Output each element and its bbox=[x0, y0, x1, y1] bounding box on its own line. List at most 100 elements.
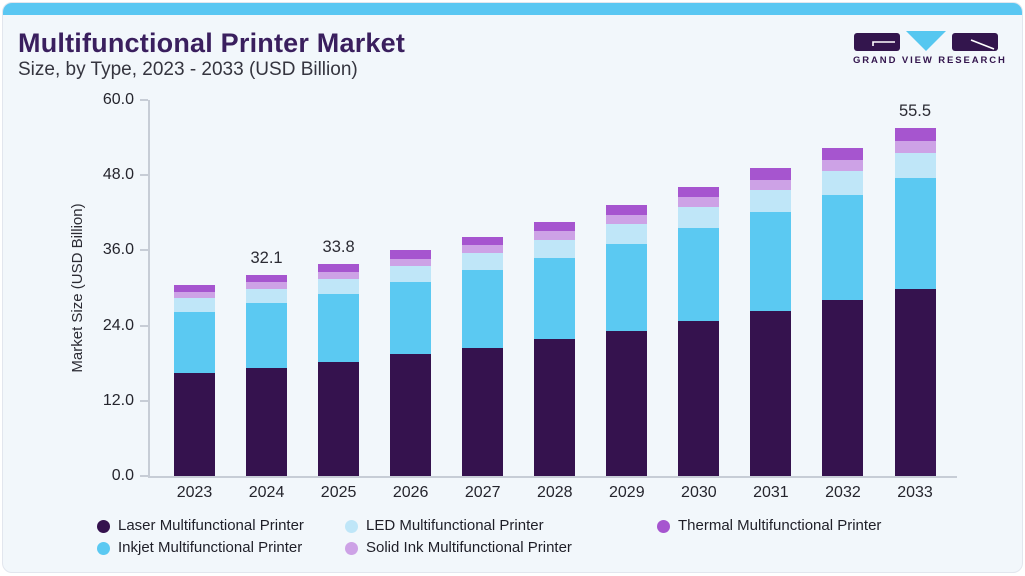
bar-segment-2029 bbox=[606, 224, 648, 244]
bar-segment-2027 bbox=[462, 236, 504, 245]
bar-segment-2026 bbox=[390, 250, 432, 259]
bar-segment-2024 bbox=[246, 288, 288, 304]
bar-segment-2028 bbox=[534, 339, 576, 476]
bar-segment-2024 bbox=[246, 303, 288, 368]
bar-value-label: 33.8 bbox=[322, 238, 355, 257]
grand-view-research-logo: GRAND VIEW RESEARCH bbox=[853, 30, 1007, 66]
y-tick-mark bbox=[140, 475, 148, 477]
y-tick-mark bbox=[140, 324, 148, 327]
legend-item-solid-ink: Solid Ink Multifunctional Printer bbox=[345, 538, 572, 558]
y-tick-label: 36.0 bbox=[102, 241, 134, 259]
solid-ink-legend-dot-icon bbox=[345, 541, 358, 555]
bar-segment-2031 bbox=[750, 190, 792, 213]
legend-label: Solid Ink Multifunctional Printer bbox=[366, 539, 572, 556]
page-title: Multifunctional Printer Market bbox=[18, 28, 406, 58]
legend-label: LED Multifunctional Printer bbox=[366, 517, 544, 534]
bar-segment-2024 bbox=[246, 367, 288, 476]
bar-segment-2026 bbox=[390, 266, 432, 283]
bar-segment-2028 bbox=[534, 239, 576, 258]
bar-segment-2023 bbox=[174, 311, 215, 374]
bar-segment-2029 bbox=[606, 214, 648, 225]
bar-segment-2032 bbox=[822, 171, 864, 195]
bar-value-label: 55.5 bbox=[898, 102, 932, 121]
bar-segment-2030 bbox=[678, 207, 720, 228]
bar-segment-2027 bbox=[462, 347, 504, 476]
bar-segment-2030 bbox=[678, 227, 720, 321]
legend-label: Laser Multifunctional Printer bbox=[118, 517, 304, 534]
x-tick-label: 2032 bbox=[825, 484, 861, 501]
bar-segment-2032 bbox=[822, 194, 864, 300]
bar-segment-2024 bbox=[246, 274, 288, 282]
bar-segment-2027 bbox=[462, 244, 504, 253]
laser-legend-dot-icon bbox=[97, 519, 110, 533]
bar-segment-2032 bbox=[822, 299, 864, 476]
bar-segment-2032 bbox=[822, 160, 864, 172]
bar-segment-2031 bbox=[750, 310, 792, 476]
bar-segment-2028 bbox=[534, 230, 576, 240]
inkjet-legend-dot-icon bbox=[97, 541, 110, 555]
bar-segment-2026 bbox=[390, 354, 432, 476]
y-axis-line bbox=[148, 100, 150, 476]
bar-segment-2023 bbox=[174, 373, 215, 476]
x-tick-label: 2029 bbox=[609, 484, 645, 501]
bar-segment-2025 bbox=[318, 294, 360, 362]
y-tick-label: 12.0 bbox=[102, 391, 134, 409]
bar-segment-2023 bbox=[174, 291, 215, 299]
bar-segment-2029 bbox=[606, 330, 648, 476]
x-tick-label: 2027 bbox=[464, 484, 501, 501]
legend-item-thermal: Thermal Multifunctional Printer bbox=[657, 516, 881, 536]
x-tick-label: 2031 bbox=[753, 484, 789, 501]
bar-segment-2025 bbox=[318, 279, 360, 295]
bar-segment-2031 bbox=[750, 179, 792, 191]
legend-item-inkjet: Inkjet Multifunctional Printer bbox=[97, 538, 302, 558]
bar-segment-2030 bbox=[678, 187, 720, 198]
x-tick-label: 2028 bbox=[536, 484, 573, 501]
bar-segment-2033 bbox=[894, 289, 936, 476]
page-subtitle: Size, by Type, 2023 - 2033 (USD Billion) bbox=[18, 59, 358, 80]
bar-segment-2024 bbox=[246, 281, 288, 289]
y-tick-label: 60.0 bbox=[102, 91, 134, 108]
bar-segment-2033 bbox=[894, 152, 936, 178]
y-tick-label: 48.0 bbox=[102, 166, 134, 184]
bar-segment-2032 bbox=[822, 148, 864, 161]
bar-segment-2025 bbox=[318, 271, 360, 280]
gvr-logo-text: GRAND VIEW RESEARCH bbox=[853, 55, 1007, 66]
y-tick-label: 24.0 bbox=[102, 316, 134, 334]
bar-segment-2026 bbox=[390, 258, 432, 267]
bar-segment-2033 bbox=[894, 128, 936, 141]
bar-segment-2033 bbox=[894, 140, 936, 153]
bar-segment-2026 bbox=[390, 282, 432, 355]
thermal-legend-dot-icon bbox=[657, 519, 670, 533]
y-tick-mark bbox=[140, 249, 148, 252]
x-tick-label: 2023 bbox=[176, 484, 213, 501]
bar-segment-2031 bbox=[750, 212, 792, 311]
bar-segment-2030 bbox=[678, 197, 720, 208]
bar-segment-2031 bbox=[750, 168, 792, 180]
legend-item-laser: Laser Multifunctional Printer bbox=[97, 516, 304, 536]
legend-label: Thermal Multifunctional Printer bbox=[678, 517, 882, 534]
x-tick-label: 2033 bbox=[897, 484, 933, 501]
bar-segment-2023 bbox=[174, 284, 215, 292]
bar-segment-2033 bbox=[894, 177, 936, 290]
bar-segment-2028 bbox=[534, 221, 576, 231]
x-tick-label: 2026 bbox=[392, 484, 429, 501]
bar-segment-2028 bbox=[534, 257, 576, 340]
x-tick-label: 2025 bbox=[320, 484, 357, 501]
bar-segment-2027 bbox=[462, 252, 504, 271]
y-tick-label: 0.0 bbox=[111, 467, 134, 484]
bar-segment-2027 bbox=[462, 270, 504, 348]
bar-segment-2030 bbox=[678, 320, 720, 476]
legend-item-led: LED Multifunctional Printer bbox=[345, 516, 544, 536]
gvr-logo-icon bbox=[854, 31, 998, 51]
legend-label: Inkjet Multifunctional Printer bbox=[118, 539, 303, 556]
x-tick-label: 2024 bbox=[248, 484, 285, 501]
bar-segment-2023 bbox=[174, 298, 215, 312]
top-accent-strip bbox=[3, 3, 1022, 15]
bar-value-label: 32.1 bbox=[250, 248, 283, 267]
led-legend-dot-icon bbox=[345, 519, 358, 533]
x-tick-label: 2030 bbox=[681, 484, 717, 501]
x-axis-line bbox=[148, 476, 957, 478]
bar-segment-2029 bbox=[606, 205, 648, 215]
bar-segment-2025 bbox=[318, 264, 360, 272]
